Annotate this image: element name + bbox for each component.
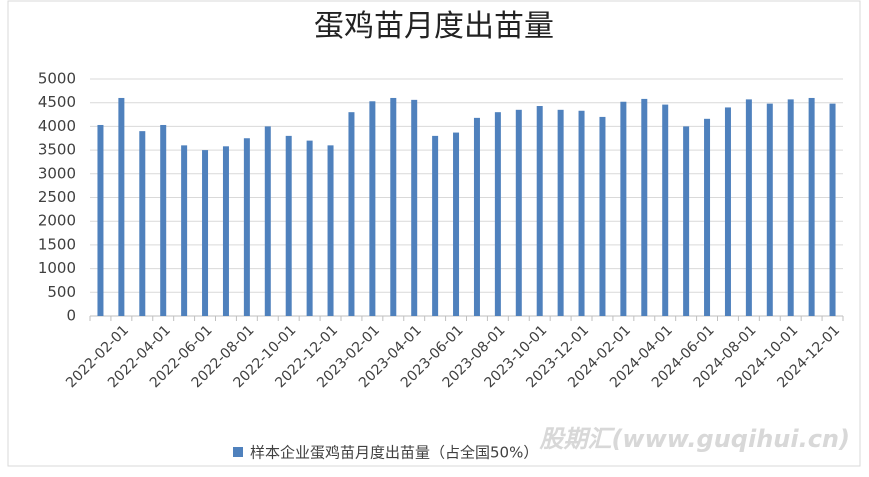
bar [829,103,836,316]
bar [160,124,167,316]
bar [285,135,292,316]
legend-label: 样本企业蛋鸡苗月度出苗量（占全国50%） [250,444,538,462]
bar [494,112,501,317]
bar [724,107,731,316]
bar [745,99,752,316]
chart-title: 蛋鸡苗月度出苗量 [314,9,554,44]
y-tick-label: 4000 [38,117,76,135]
bar [808,97,815,317]
y-tick-label: 3500 [38,141,76,159]
bar [390,97,397,317]
bar [704,118,711,316]
bar [683,126,690,317]
y-tick-label: 4500 [38,93,76,111]
y-tick-label: 500 [47,283,76,301]
bar [369,101,376,316]
bar [766,103,773,316]
bar [264,126,271,317]
y-tick-label: 5000 [38,70,76,88]
bar [662,104,669,316]
bar [181,145,188,316]
bar [306,140,313,316]
bar [202,150,209,316]
bar [327,145,334,316]
watermark: 股期汇(www.guqihui.cn) [538,425,850,453]
legend-swatch [233,447,243,457]
bar [243,138,250,316]
bar [620,101,627,316]
y-tick-label: 3000 [38,164,76,182]
bar [557,109,564,316]
bar [222,146,229,316]
bar [473,117,480,316]
bar [515,109,522,316]
y-tick-label: 2000 [38,212,76,230]
bar [787,99,794,316]
bar [97,124,104,316]
bar [348,112,355,317]
bar [599,116,606,316]
bar [641,98,648,317]
y-tick-label: 0 [66,307,76,325]
bar [432,135,439,316]
bar [118,97,125,317]
bar [411,99,418,316]
bar [578,110,585,317]
y-tick-label: 1000 [38,259,76,277]
bar [536,106,543,316]
y-tick-label: 1500 [38,235,76,253]
y-tick-label: 2500 [38,188,76,206]
bar [139,131,146,316]
bar [453,132,460,316]
